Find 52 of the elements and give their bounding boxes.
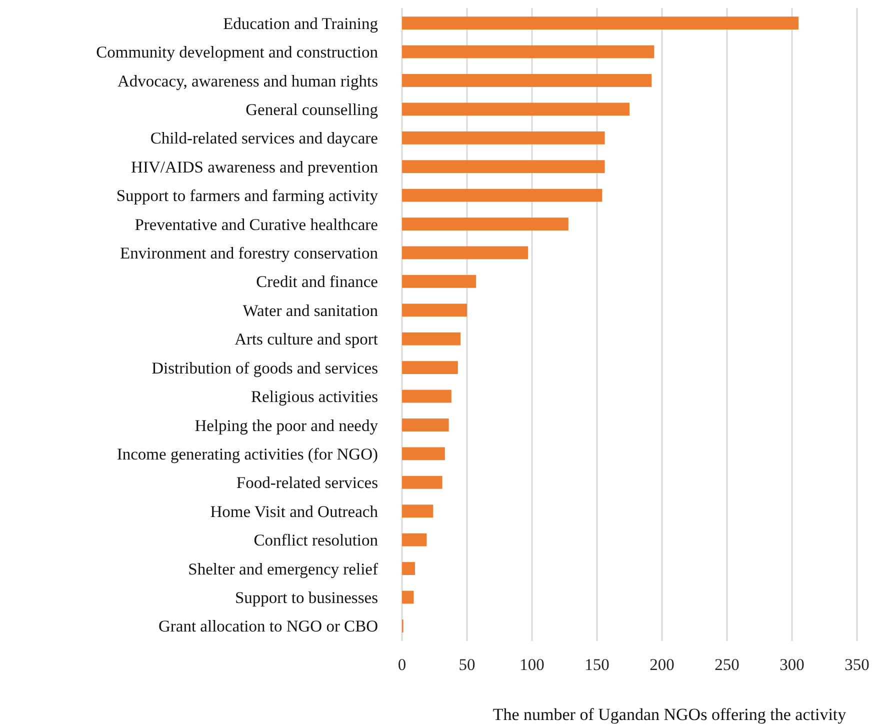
y-tick-label: Food-related services [236, 473, 378, 492]
x-tick-label: 150 [584, 655, 610, 674]
bar [402, 16, 798, 30]
bar [402, 562, 415, 575]
bar [402, 590, 414, 604]
y-tick-label: Arts culture and sport [234, 330, 378, 349]
bar [402, 246, 528, 260]
bar [402, 74, 652, 87]
y-tick-label: Support to farmers and farming activity [116, 186, 379, 206]
y-tick-label: Support to businesses [234, 588, 378, 607]
y-tick-label: Preventative and Curative healthcare [134, 214, 378, 234]
x-tick-label: 0 [398, 655, 406, 674]
y-tick-label: Credit and finance [256, 272, 378, 292]
bar [402, 332, 460, 346]
y-tick-label: Grant allocation to NGO or CBO [158, 616, 378, 636]
y-tick-label: Conflict resolution [254, 530, 378, 550]
x-tick-label: 350 [844, 655, 870, 674]
y-tick-label: Helping the poor and needy [194, 416, 379, 435]
bar [402, 274, 476, 288]
y-tick-label: Religious activities [251, 387, 378, 406]
bar [402, 533, 427, 546]
y-tick-label: Environment and forestry conservation [120, 244, 378, 263]
bar [402, 304, 467, 317]
x-tick-label: 50 [458, 655, 476, 674]
y-tick-label: Shelter and emergency relief [188, 559, 378, 578]
bar [402, 188, 602, 202]
y-tick-label: Distribution of goods and services [152, 358, 378, 378]
bar [402, 476, 442, 489]
bar [402, 45, 654, 58]
y-tick-label: Community development and construction [96, 42, 378, 62]
x-tick-label: 100 [520, 655, 544, 674]
bar [402, 218, 568, 230]
bar [402, 390, 452, 403]
x-tick-label: 300 [780, 655, 804, 674]
x-axis-title: The number of Ugandan NGOs offering the activity [492, 705, 847, 724]
y-tick-label: Advocacy, awareness and human rights [117, 71, 378, 90]
x-tick-label: 250 [714, 655, 740, 674]
y-tick-label: Home Visit and Outreach [210, 502, 379, 521]
bar [402, 361, 458, 374]
y-tick-label: HIV/AIDS awareness and prevention [131, 157, 378, 176]
y-tick-label: General counselling [246, 100, 378, 119]
y-tick-label: Income generating activities (for NGO) [116, 444, 378, 464]
y-tick-label: Water and sanitation [242, 300, 378, 320]
bar [402, 447, 445, 460]
bar [402, 160, 605, 174]
y-tick-label: Child-related services and daycare [150, 128, 378, 148]
bar [402, 131, 605, 144]
y-tick-label: Education and Training [223, 14, 378, 33]
x-tick-label: 200 [650, 655, 674, 674]
bar [402, 102, 630, 116]
bar [402, 418, 449, 432]
bar [402, 504, 434, 518]
